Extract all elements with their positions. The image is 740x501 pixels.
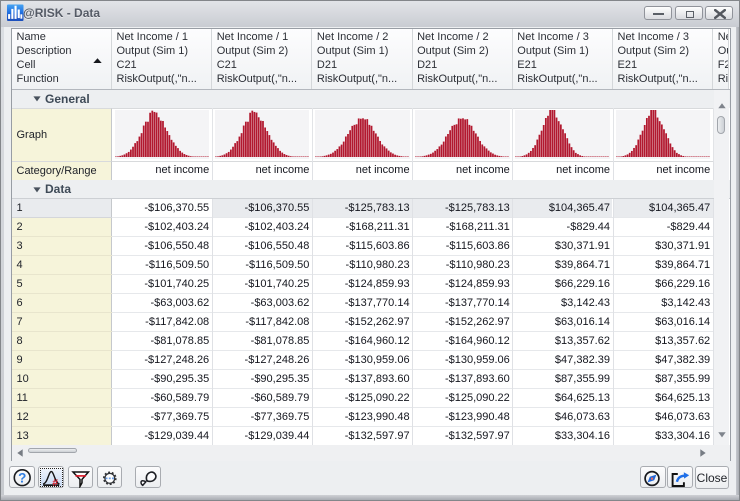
svg-text:?: ? (18, 470, 26, 485)
svg-text:#: # (53, 477, 59, 488)
